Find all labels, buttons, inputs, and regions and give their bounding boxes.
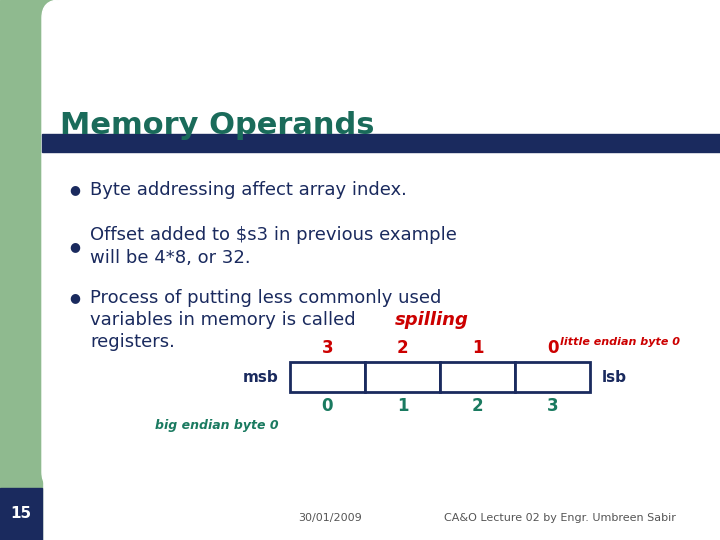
Text: Memory Operands: Memory Operands (60, 111, 374, 139)
Text: ●: ● (70, 240, 81, 253)
Text: 15: 15 (10, 507, 32, 522)
Bar (0, 0, 42, 540)
Text: 0: 0 (546, 339, 558, 357)
Bar (42, 0, 237, 110)
Text: 2: 2 (472, 397, 483, 415)
Bar (365, 362, 440, 392)
Text: ●: ● (70, 292, 81, 305)
Text: 2: 2 (397, 339, 408, 357)
Bar (0, 488, 42, 540)
Bar (440, 362, 515, 392)
Text: lsb: lsb (602, 369, 627, 384)
Text: 3: 3 (546, 397, 558, 415)
Text: spilling: spilling (395, 311, 469, 329)
Text: Byte addressing affect array index.: Byte addressing affect array index. (90, 181, 407, 199)
Bar (515, 362, 590, 392)
Text: will be 4*8, or 32.: will be 4*8, or 32. (90, 249, 251, 267)
Text: registers.: registers. (90, 333, 175, 351)
Text: 1: 1 (472, 339, 483, 357)
Bar (42, 134, 720, 152)
FancyBboxPatch shape (42, 0, 720, 490)
Bar (290, 362, 365, 392)
Text: CA&O Lecture 02 by Engr. Umbreen Sabir: CA&O Lecture 02 by Engr. Umbreen Sabir (444, 513, 676, 523)
Text: 30/01/2009: 30/01/2009 (298, 513, 362, 523)
Text: 0: 0 (322, 397, 333, 415)
Text: 3: 3 (322, 339, 333, 357)
Text: Offset added to $s3 in previous example: Offset added to $s3 in previous example (90, 226, 457, 244)
Text: variables in memory is called: variables in memory is called (90, 311, 361, 329)
Text: Process of putting less commonly used: Process of putting less commonly used (90, 289, 441, 307)
Text: msb: msb (242, 369, 278, 384)
Text: big endian byte 0: big endian byte 0 (155, 420, 279, 433)
Text: ●: ● (70, 184, 81, 197)
Text: little endian byte 0: little endian byte 0 (560, 337, 680, 347)
Text: 1: 1 (397, 397, 408, 415)
